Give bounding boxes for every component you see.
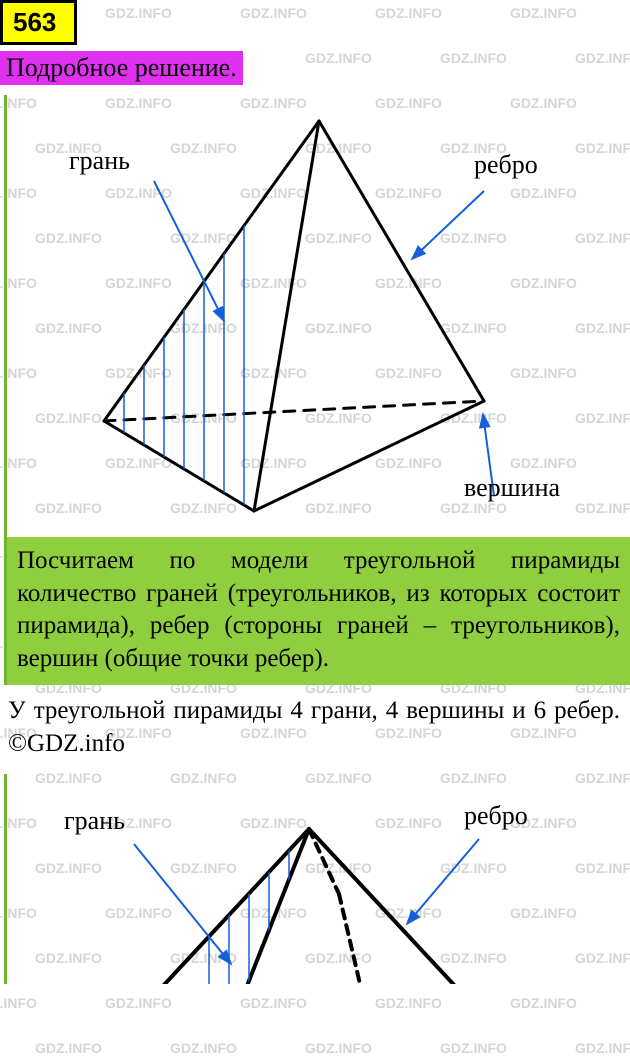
diagram-2-wrap: грань ребро bbox=[4, 774, 630, 984]
diagram-1-wrap: грань ребро вершина bbox=[4, 95, 630, 537]
pyramid-diagram-2: грань ребро bbox=[9, 784, 609, 984]
task-number-badge: 563 bbox=[0, 0, 77, 45]
label-edge-2: ребро bbox=[464, 801, 528, 830]
subtitle: Подробное решение. bbox=[0, 51, 243, 85]
label-vertex: вершина bbox=[464, 473, 561, 502]
result-paragraph: У треугольной пирамиды 4 грани, 4 вер­ши… bbox=[0, 685, 630, 764]
label-face-2: грань bbox=[64, 806, 125, 835]
pyramid-diagram-1: грань ребро вершина bbox=[9, 101, 609, 531]
content: 563 Подробное решение. bbox=[0, 0, 630, 984]
label-face: грань bbox=[69, 146, 130, 175]
label-edge: ребро bbox=[474, 150, 538, 179]
explanation-box: Посчитаем по модели треугольной пира­мид… bbox=[4, 537, 630, 685]
